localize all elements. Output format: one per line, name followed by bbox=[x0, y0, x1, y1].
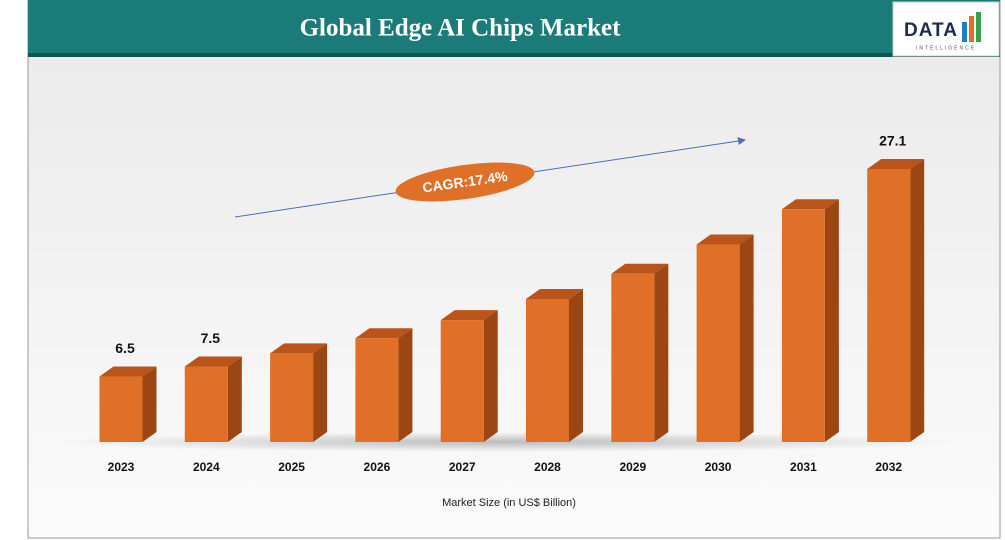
cagr-badge: CAGR:17.4% bbox=[395, 162, 535, 202]
x-tick-label: 2023 bbox=[108, 460, 135, 474]
bar-top bbox=[184, 356, 242, 367]
bar-side bbox=[739, 234, 754, 442]
bar-side bbox=[569, 288, 583, 442]
logo-bar bbox=[976, 12, 981, 42]
x-tick-label: 2030 bbox=[705, 460, 732, 474]
logo-box bbox=[892, 1, 1000, 57]
chart-title: Global Edge AI Chips Market bbox=[300, 15, 622, 42]
logo-bar bbox=[969, 16, 974, 42]
bar-top bbox=[867, 159, 925, 169]
bar-side bbox=[227, 356, 242, 442]
bar bbox=[440, 320, 484, 442]
bar-top bbox=[781, 199, 839, 210]
bar-side bbox=[142, 366, 157, 442]
cagr-ellipse bbox=[395, 162, 535, 202]
header-bar bbox=[28, 0, 1000, 56]
x-axis-label: Market Size (in US$ Billion) bbox=[442, 497, 576, 509]
x-tick-label: 2029 bbox=[619, 460, 646, 474]
x-tick-label: 2032 bbox=[875, 460, 902, 474]
bar-top bbox=[696, 234, 754, 245]
bar-top bbox=[99, 366, 157, 377]
x-tick-label: 2031 bbox=[790, 460, 817, 474]
x-tick-label: 2026 bbox=[364, 460, 391, 474]
bar bbox=[611, 273, 655, 442]
bar bbox=[696, 244, 740, 442]
bar bbox=[99, 376, 143, 442]
x-tick-label: 2024 bbox=[193, 460, 220, 474]
bar-side bbox=[654, 263, 669, 442]
logo-subtext: INTELLIGENCE bbox=[916, 45, 976, 51]
x-tick-label: 2028 bbox=[534, 460, 561, 474]
chart-frame bbox=[27, 0, 1001, 539]
bar bbox=[270, 353, 314, 442]
bar-side bbox=[910, 159, 925, 442]
bar-side bbox=[824, 199, 839, 442]
x-tick-label: 2025 bbox=[278, 460, 305, 474]
bar-side bbox=[313, 343, 328, 442]
bar-top bbox=[440, 310, 498, 321]
bar bbox=[355, 338, 399, 442]
bar bbox=[526, 298, 569, 442]
bar-top bbox=[526, 288, 583, 299]
bar-side bbox=[483, 310, 498, 442]
x-tick-label: 2027 bbox=[449, 460, 476, 474]
bar-top bbox=[270, 343, 328, 354]
bar-top bbox=[355, 328, 413, 339]
bar bbox=[781, 209, 825, 442]
bar bbox=[184, 366, 228, 442]
bar-top bbox=[611, 263, 669, 274]
data-label: 7.5 bbox=[201, 330, 221, 346]
header-rule bbox=[28, 53, 1000, 57]
data-label: 27.1 bbox=[879, 133, 906, 149]
logo-text: DATA bbox=[904, 20, 958, 41]
bar-side bbox=[398, 328, 413, 442]
logo-bar bbox=[962, 22, 967, 42]
data-label: 6.5 bbox=[115, 340, 135, 356]
bar bbox=[867, 169, 911, 442]
